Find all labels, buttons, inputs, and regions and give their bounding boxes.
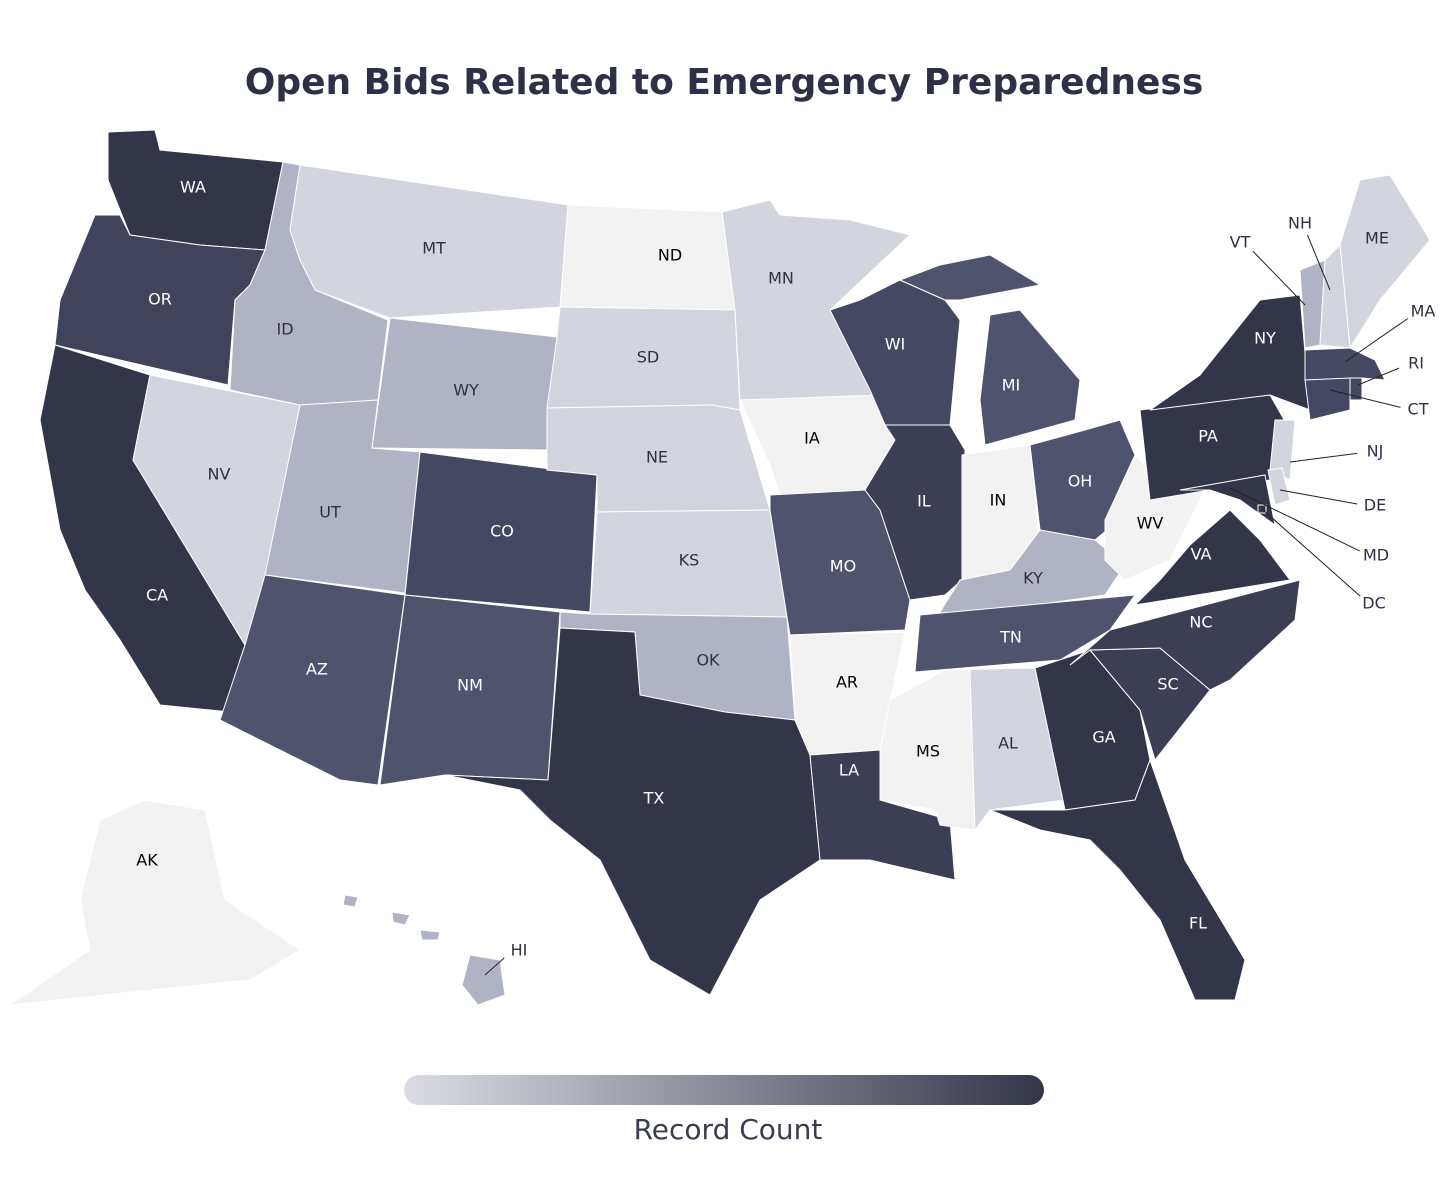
state-label: IL xyxy=(917,492,931,511)
state-label: AK xyxy=(136,851,158,870)
state-label: CT xyxy=(1408,400,1429,419)
state-label: OK xyxy=(696,651,720,670)
state-label: AR xyxy=(836,673,858,692)
state-labels: WA OR CA NV ID MT WY UT CO AZ NM ND SD NE KS OK TX MN IA MO… xyxy=(136,178,1435,976)
state-label: GA xyxy=(1092,728,1115,747)
state-label: LA xyxy=(839,761,859,780)
state xyxy=(1304,347,1386,381)
state-label: HI xyxy=(511,941,528,960)
state-label: NC xyxy=(1189,613,1212,632)
state-label: NJ xyxy=(1367,442,1384,461)
state xyxy=(1269,419,1296,481)
leader-line xyxy=(1261,508,1361,597)
legend-gradient xyxy=(404,1075,1044,1105)
state-label: TN xyxy=(999,628,1022,647)
state-label: MD xyxy=(1363,546,1389,565)
state-label: CO xyxy=(490,522,514,541)
leader-line xyxy=(1229,487,1360,552)
state xyxy=(1304,377,1351,421)
state xyxy=(1149,294,1311,411)
state-label: UT xyxy=(319,503,341,522)
state-label: RI xyxy=(1408,354,1424,373)
legend-label: Record Count xyxy=(634,1113,823,1146)
state-label: IN xyxy=(990,491,1007,510)
state-label: KS xyxy=(679,551,700,570)
state xyxy=(444,627,821,996)
state-label: VA xyxy=(1191,545,1212,564)
state-label: WA xyxy=(180,178,206,197)
leader-line xyxy=(484,957,505,976)
leader-line xyxy=(1306,234,1331,291)
leader-line xyxy=(1252,250,1306,306)
state xyxy=(1339,174,1431,350)
state-label: NM xyxy=(457,676,483,695)
leader-line xyxy=(1344,318,1409,363)
leader-line xyxy=(1279,489,1358,505)
state xyxy=(989,758,1246,1001)
state-label: DC xyxy=(1362,594,1386,613)
state-label: MT xyxy=(422,239,446,258)
state-label: SC xyxy=(1157,675,1178,694)
state-label: IA xyxy=(804,429,820,448)
state-label: PA xyxy=(1198,427,1218,446)
state-label: DE xyxy=(1364,496,1386,515)
state-label: OR xyxy=(148,290,172,309)
state-label: KY xyxy=(1023,569,1043,588)
leader-line xyxy=(1357,367,1400,386)
state-label: ND xyxy=(658,246,682,265)
state-label: NY xyxy=(1254,329,1276,348)
state xyxy=(342,894,506,1006)
state-label: VT xyxy=(1230,233,1251,252)
state-label: OH xyxy=(1068,472,1093,491)
states xyxy=(9,129,1431,1006)
state xyxy=(559,204,736,311)
state-label: NV xyxy=(208,465,231,484)
state-label: WI xyxy=(885,335,906,354)
state-label: WV xyxy=(1137,514,1164,533)
state xyxy=(1109,509,1291,631)
state xyxy=(864,424,966,601)
state xyxy=(1267,467,1291,506)
state-label: AL xyxy=(998,734,1018,753)
state-label: CA xyxy=(146,586,168,605)
state-label: SD xyxy=(637,348,659,367)
state xyxy=(829,279,961,426)
state xyxy=(1069,579,1301,691)
state-label: MA xyxy=(1411,302,1436,321)
state-label: AZ xyxy=(306,660,328,679)
state-label: WY xyxy=(453,381,479,400)
state-label: MO xyxy=(830,557,856,576)
state-label: TX xyxy=(643,789,665,808)
state-label: FL xyxy=(1189,914,1207,933)
leader-line xyxy=(1329,389,1401,408)
state-label: ME xyxy=(1365,229,1389,248)
state xyxy=(9,799,301,1006)
leader-line xyxy=(1289,452,1358,463)
state xyxy=(914,594,1137,673)
state xyxy=(898,254,1081,446)
state-label: MS xyxy=(916,742,940,761)
state-label: MN xyxy=(768,269,794,288)
state-label: MI xyxy=(1002,376,1021,395)
state-label: NE xyxy=(646,448,668,467)
title: Open Bids Related to Emergency Preparedn… xyxy=(245,62,1204,103)
state-label: ID xyxy=(276,320,293,339)
state-label: NH xyxy=(1288,214,1312,233)
